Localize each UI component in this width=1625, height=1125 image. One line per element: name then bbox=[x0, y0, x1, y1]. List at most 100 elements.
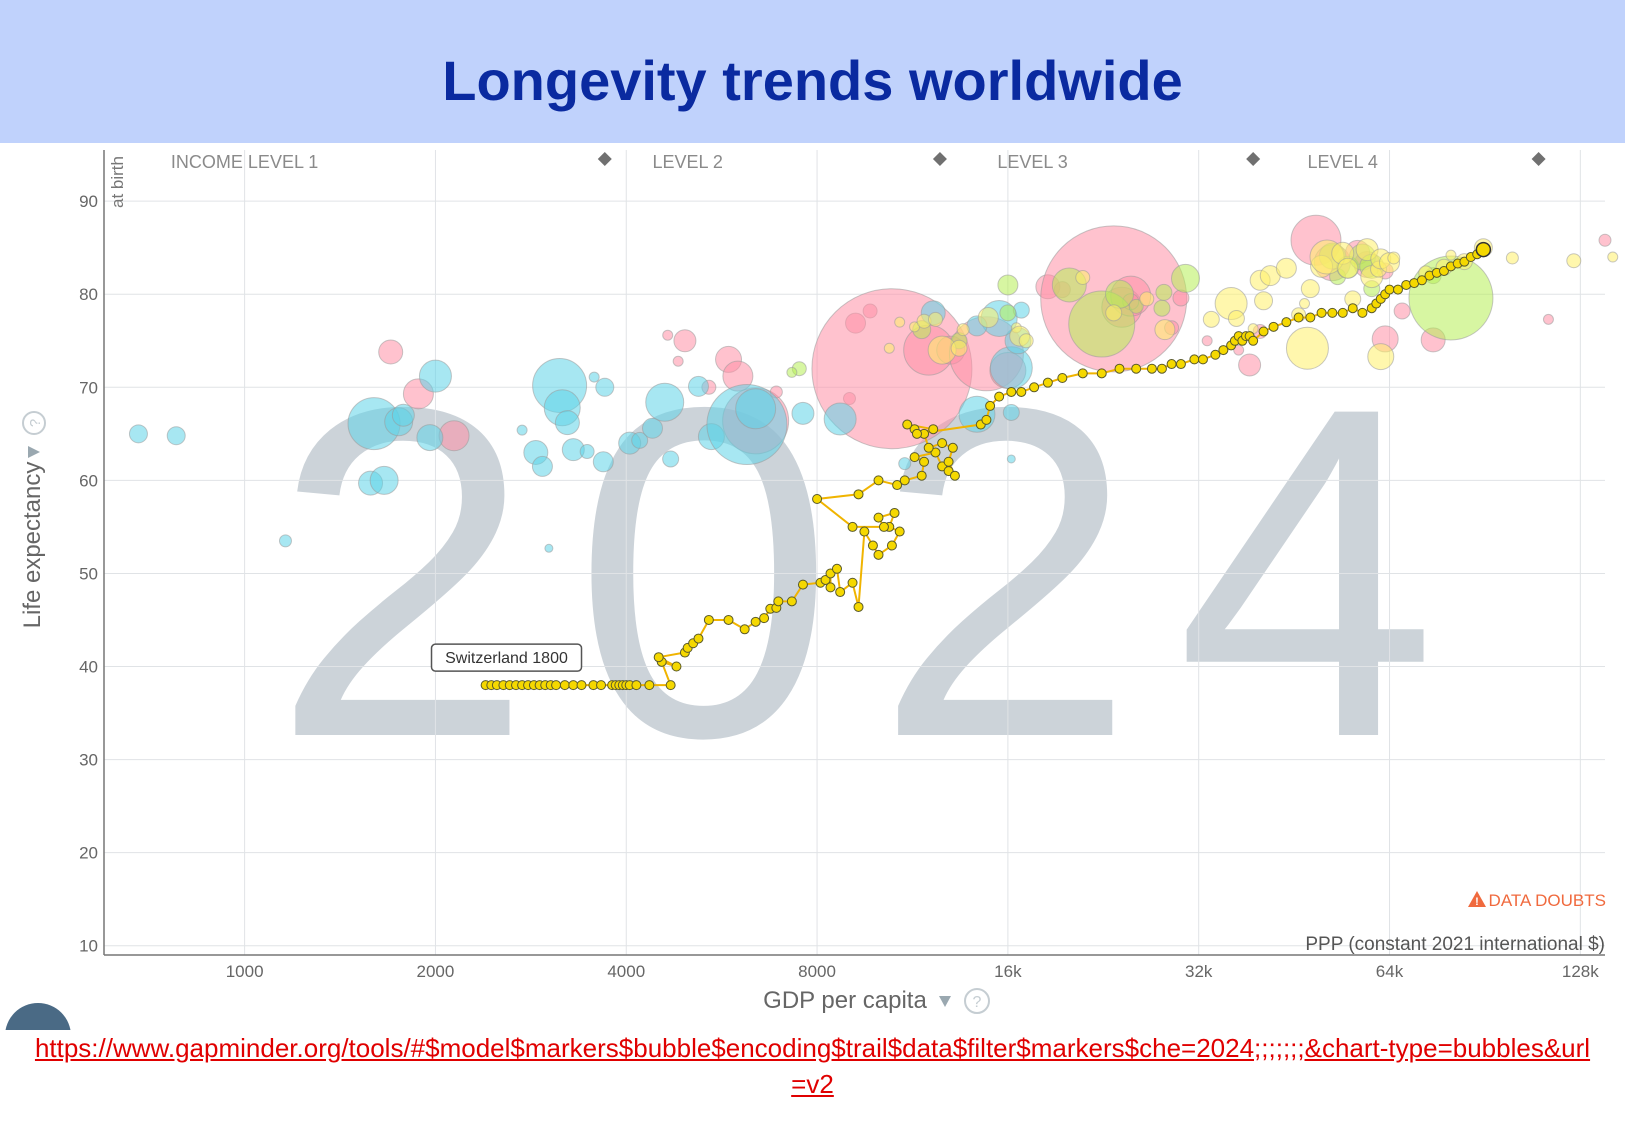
trail-marker bbox=[1166, 359, 1177, 370]
bubble-europe bbox=[883, 342, 895, 354]
trail-marker bbox=[1327, 307, 1338, 318]
y-axis-label[interactable]: Life expectancy bbox=[19, 462, 46, 629]
trail-marker bbox=[853, 601, 864, 612]
bubble-europe bbox=[1445, 249, 1457, 261]
bubble-americas bbox=[1155, 283, 1173, 301]
y-tick-label: 50 bbox=[79, 564, 98, 583]
bubble-asia bbox=[1201, 335, 1213, 347]
bubble-asia bbox=[1238, 353, 1262, 377]
trail-marker bbox=[892, 480, 903, 491]
trail-marker bbox=[1210, 349, 1221, 360]
trail-marker bbox=[671, 661, 682, 672]
income-level-label: INCOME LEVEL 1 bbox=[171, 152, 318, 172]
data-doubts-warning[interactable]: ! DATA DOUBTS bbox=[1468, 891, 1606, 910]
trail-marker bbox=[596, 680, 607, 691]
bubble-europe bbox=[956, 323, 970, 337]
income-level-divider-icon bbox=[597, 152, 612, 166]
income-level-label: LEVEL 3 bbox=[997, 152, 1067, 172]
y-axis-help-icon[interactable]: ? bbox=[22, 411, 46, 435]
bubble-europe bbox=[1254, 291, 1274, 311]
tooltip-layer: Switzerland 1800 bbox=[430, 643, 583, 672]
bubble-americas bbox=[997, 274, 1019, 296]
x-axis-label[interactable]: GDP per capita bbox=[763, 987, 927, 1014]
trail-marker bbox=[1131, 363, 1142, 374]
trail-marker bbox=[994, 391, 1005, 402]
warning-icon bbox=[1468, 891, 1486, 907]
bubble-europe bbox=[950, 339, 968, 357]
trail-marker bbox=[693, 633, 704, 644]
y-axis-dropdown-icon[interactable] bbox=[28, 446, 40, 458]
trail-marker bbox=[1077, 368, 1088, 379]
trail-marker bbox=[1057, 373, 1068, 384]
bubble-africa bbox=[1002, 403, 1020, 421]
highlight-tooltip-label: Switzerland 1800 bbox=[445, 650, 568, 667]
trail-marker bbox=[985, 400, 996, 411]
trail-marker bbox=[1438, 265, 1449, 276]
trail-marker bbox=[1384, 284, 1395, 295]
trail-marker bbox=[568, 680, 579, 691]
trail-marker bbox=[937, 438, 948, 449]
fab-overlap bbox=[0, 1030, 90, 1125]
trail-marker bbox=[786, 596, 797, 607]
bubble-africa bbox=[662, 450, 680, 468]
income-level-divider-icon bbox=[1246, 152, 1261, 166]
trail-marker bbox=[949, 470, 960, 481]
x-axis-help-icon[interactable]: ? bbox=[964, 988, 990, 1014]
bubble-africa bbox=[595, 377, 615, 397]
trail-marker bbox=[919, 456, 930, 467]
bubble-asia bbox=[1542, 313, 1554, 325]
trail-marker bbox=[873, 475, 884, 486]
highlight-tooltip-box bbox=[430, 643, 583, 672]
trail-marker bbox=[894, 526, 905, 537]
trail-marker bbox=[1392, 284, 1403, 295]
y-tick-label: 20 bbox=[79, 844, 98, 863]
current-year-point bbox=[1475, 241, 1492, 258]
bubble-americas bbox=[1170, 263, 1200, 293]
bubble-asia bbox=[1598, 233, 1612, 247]
trail-marker bbox=[873, 549, 884, 560]
trail-marker bbox=[576, 680, 587, 691]
bubble-africa bbox=[989, 346, 1033, 390]
trail-marker bbox=[847, 577, 858, 588]
svg-text:?: ? bbox=[27, 419, 44, 427]
y-axis-sublabel: at birth bbox=[108, 156, 127, 208]
trail-marker bbox=[1293, 312, 1304, 323]
trail-marker bbox=[1347, 303, 1358, 314]
trail-marker bbox=[653, 652, 664, 663]
bubble-africa bbox=[418, 359, 452, 393]
x-tick-label: 4000 bbox=[607, 962, 645, 981]
trail-marker bbox=[1357, 307, 1368, 318]
data-doubts-label: DATA DOUBTS bbox=[1489, 891, 1606, 910]
trail-marker bbox=[835, 587, 846, 598]
svg-text:?: ? bbox=[973, 994, 982, 1011]
x-tick-label: 8000 bbox=[798, 962, 836, 981]
trail-marker bbox=[878, 521, 889, 532]
bubble-europe bbox=[1566, 253, 1582, 269]
bubble-africa bbox=[735, 388, 777, 430]
trail-marker bbox=[899, 475, 910, 486]
income-level-label: LEVEL 2 bbox=[652, 152, 722, 172]
bubble-africa bbox=[641, 417, 663, 439]
x-axis-dropdown-icon[interactable] bbox=[939, 996, 951, 1007]
y-tick-label: 30 bbox=[79, 751, 98, 770]
source-link[interactable]: https://www.gapminder.org/tools/#$model$… bbox=[34, 1033, 1591, 1099]
trail-marker bbox=[1218, 345, 1229, 356]
bubble-africa bbox=[416, 424, 444, 452]
trail-marker bbox=[1042, 377, 1053, 388]
bubble-europe bbox=[1227, 309, 1245, 327]
y-tick-label: 60 bbox=[79, 471, 98, 490]
bubble-asia bbox=[672, 355, 684, 367]
y-tick-label: 40 bbox=[79, 658, 98, 677]
x-axis-unit-label[interactable]: PPP (constant 2021 international $) bbox=[1305, 934, 1605, 955]
label-layer: Life expectancy at birth ? GDP per capit… bbox=[19, 156, 1606, 1014]
trail-marker bbox=[1281, 317, 1292, 328]
trail-layer bbox=[480, 241, 1492, 691]
trail-marker bbox=[1016, 386, 1027, 397]
bubble-asia bbox=[673, 329, 697, 353]
x-tick-label: 32k bbox=[1185, 962, 1213, 981]
bubble-africa bbox=[554, 410, 580, 436]
bubble-europe bbox=[1154, 319, 1176, 341]
trail-marker bbox=[1175, 359, 1186, 370]
trail-marker bbox=[911, 428, 922, 439]
bubble-europe bbox=[1607, 251, 1619, 263]
